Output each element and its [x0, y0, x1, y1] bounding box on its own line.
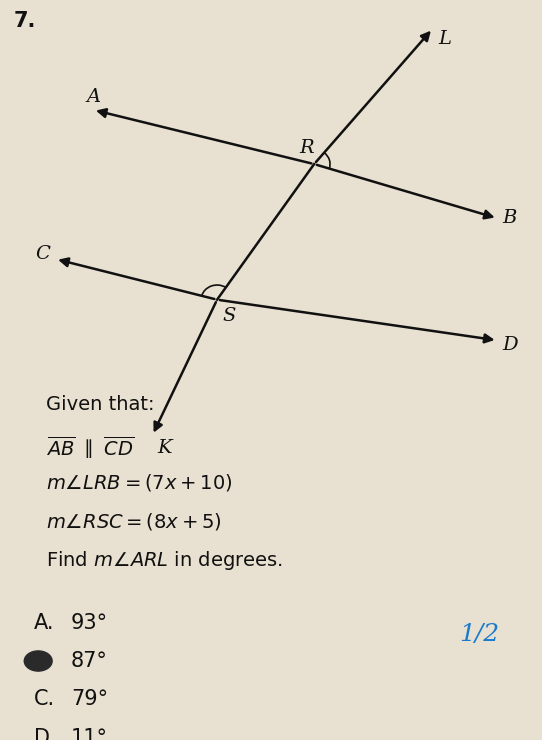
Text: $m\angle LRB = (7x + 10)$: $m\angle LRB = (7x + 10)$ — [46, 472, 233, 494]
Text: 93°: 93° — [71, 613, 108, 633]
Text: A.: A. — [34, 613, 55, 633]
Text: K: K — [157, 439, 172, 457]
Text: R: R — [299, 139, 313, 157]
Text: A: A — [87, 88, 101, 107]
Text: 1/2: 1/2 — [459, 623, 499, 646]
Ellipse shape — [24, 651, 52, 671]
Text: Find $m\angle ARL$ in degrees.: Find $m\angle ARL$ in degrees. — [46, 549, 283, 572]
Text: C: C — [35, 246, 50, 263]
Text: 87°: 87° — [71, 651, 108, 671]
Text: L: L — [438, 30, 451, 48]
Text: D: D — [502, 336, 518, 354]
Text: 79°: 79° — [71, 690, 108, 710]
Text: D.: D. — [34, 728, 57, 740]
Text: Given that:: Given that: — [46, 395, 154, 414]
Text: B: B — [502, 209, 517, 227]
Text: 7.: 7. — [14, 10, 36, 30]
Text: $m\angle RSC = (8x + 5)$: $m\angle RSC = (8x + 5)$ — [46, 511, 222, 532]
Text: C.: C. — [34, 690, 55, 710]
Text: 11°: 11° — [71, 728, 108, 740]
Text: S: S — [222, 307, 235, 325]
Text: $\overline{AB}$ $\parallel$ $\overline{CD}$: $\overline{AB}$ $\parallel$ $\overline{C… — [46, 434, 134, 460]
